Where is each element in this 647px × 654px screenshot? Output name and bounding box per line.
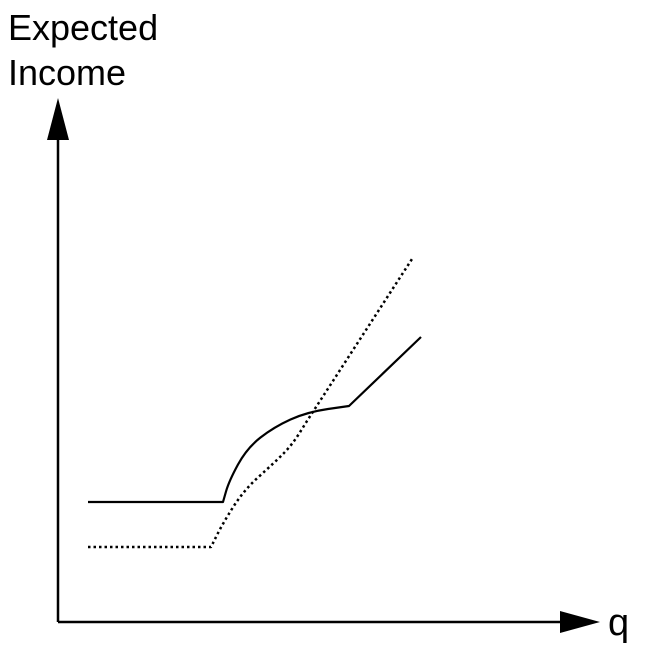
series-dotted-line [88, 258, 414, 549]
y-axis-arrowhead [47, 98, 69, 140]
y-axis-label-line-2: Income [8, 52, 127, 93]
series-solid-line [88, 336, 422, 504]
series-layer [88, 258, 422, 549]
x-axis-arrowhead [560, 611, 600, 633]
y-axis-label-line-1: Expected [8, 7, 159, 48]
x-axis-label: q [608, 602, 630, 644]
